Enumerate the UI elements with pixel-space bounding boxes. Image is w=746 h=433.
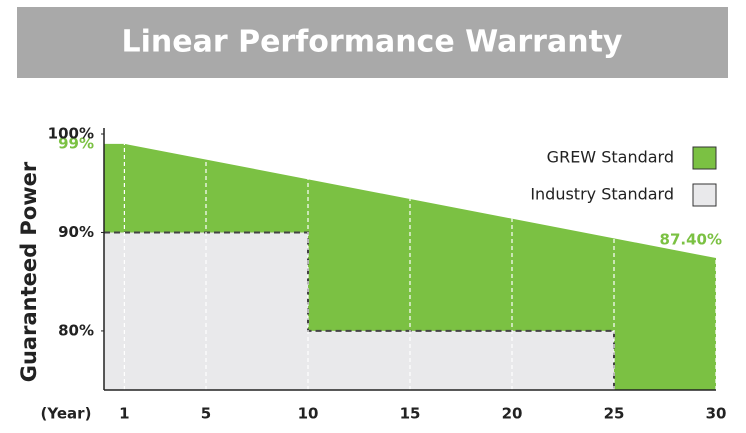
chart-title: Linear Performance Warranty [122, 25, 623, 60]
y-tick-label: 80% [58, 321, 94, 339]
legend-swatch [692, 146, 717, 170]
x-tick-label: 10 [298, 405, 319, 423]
data-label: 87.40% [660, 231, 722, 249]
y-tick-label: 90% [58, 223, 94, 241]
x-tick-label: 15 [400, 405, 421, 423]
y-tick-label: 100% [48, 125, 94, 143]
area [104, 232, 614, 390]
data-label: 99% [58, 134, 94, 152]
x-tick-label: 25 [604, 405, 625, 423]
legend-label: GREW Standard [547, 148, 674, 167]
y-axis-label: Guaranteed Power [17, 161, 41, 382]
x-tick-label: 30 [706, 405, 727, 423]
x-axis-label: (Year) [41, 405, 92, 423]
legend-label: Industry Standard [530, 185, 674, 204]
x-tick-label: 20 [502, 405, 523, 423]
title-banner [17, 7, 728, 78]
x-tick-label: 5 [201, 405, 211, 423]
legend-swatch [692, 183, 717, 207]
x-tick-label: 1 [119, 405, 129, 423]
